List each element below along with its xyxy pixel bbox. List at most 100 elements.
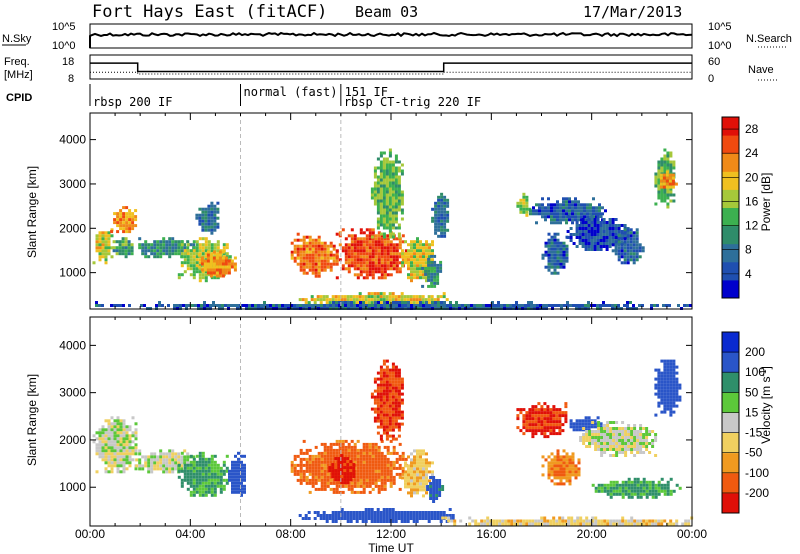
echo-region (591, 477, 682, 499)
velocity-colorbar-label-close: ] (759, 366, 773, 369)
freq-step-line (90, 62, 692, 73)
echo-region (421, 254, 443, 288)
echo-region (566, 215, 630, 251)
cpid-label: CPID (6, 92, 32, 104)
time-tick-label: 20:00 (577, 527, 607, 541)
power-ylabel: Slant Range [km] (25, 166, 39, 258)
freq-tick-bottom: 8 (68, 73, 74, 85)
y-tick-label: 4000 (59, 338, 86, 352)
colorbar-frame (721, 331, 740, 514)
y-tick-label: 1000 (59, 266, 86, 280)
colorbar-swatch (722, 207, 739, 227)
noise-left-label: N.Sky (2, 33, 32, 45)
velocity-colorbar-label-text: Velocity [m s (759, 377, 773, 444)
colorbar-swatch (722, 392, 739, 413)
noise-left-tick-top: 10^5 (52, 21, 76, 33)
colorbar-swatch (722, 412, 739, 433)
colorbar-swatch (722, 332, 739, 353)
echo-region (426, 476, 445, 503)
y-tick-label: 1000 (59, 480, 86, 494)
power-panel: 1000 2000 3000 4000 Slant Range [km] 4 8 12 16… (25, 112, 773, 310)
noise-right-tick-top: 10^5 (708, 21, 732, 33)
time-axis-label: Time UT (368, 541, 414, 554)
colorbar-swatch (722, 243, 739, 263)
echo-region (228, 451, 246, 497)
noise-right-tick-bottom: 10^0 (708, 40, 732, 52)
time-axis: 00:00 04:00 08:00 12:00 16:00 20:00 00:00 (75, 527, 707, 541)
velocity-ylabel: Slant Range [km] (25, 374, 39, 466)
freq-tick-top: 18 (62, 56, 74, 68)
colorbar-tick-label: -15 (745, 426, 763, 440)
colorbar-swatch (722, 372, 739, 393)
power-data-layer (92, 148, 692, 310)
echo-region (298, 508, 455, 523)
time-tick-label: 16:00 (476, 527, 506, 541)
echo-region (298, 292, 449, 308)
cpid-segment-label: rbsp CT-trig 220 IF (344, 95, 481, 109)
velocity-colorbar-label: Velocity [m s-1] (759, 366, 774, 444)
colorbar-tick-label: 28 (745, 122, 759, 136)
colorbar-tick-label: 100 (745, 365, 765, 379)
velocity-data-layer (92, 359, 694, 526)
station-title: Fort Hays East (fitACF) (92, 2, 327, 22)
freq-label-1: Freq. (4, 56, 30, 68)
colorbar-swatch (722, 135, 739, 154)
echo-region (654, 359, 682, 417)
colorbar-swatch (722, 171, 739, 190)
colorbar-swatch (722, 472, 739, 494)
y-tick-label: 3000 (59, 177, 86, 191)
colorbar-swatch (722, 279, 739, 299)
echo-region (112, 237, 134, 259)
echo-region (659, 170, 678, 189)
colorbar-swatch (722, 432, 739, 454)
velocity-colorbar-label-exp: -1 (759, 369, 768, 377)
colorbar-tick-label: 50 (745, 385, 759, 399)
nave-tick-top: 60 (708, 56, 720, 68)
velocity-colorbar: 200 100 50 15 -15 -50 -100 -200 (721, 331, 769, 514)
echo-region (541, 449, 581, 486)
echo-region (195, 201, 220, 235)
time-tick-label: 04:00 (175, 527, 205, 541)
echo-region (579, 421, 658, 457)
echo-region (431, 192, 450, 238)
colorbar-tick-label: 20 (745, 170, 759, 184)
colorbar-swatch (722, 189, 739, 208)
colorbar-swatch (722, 452, 739, 474)
echo-region (541, 232, 569, 275)
beam-label: Beam 03 (355, 3, 418, 21)
colorbar-tick-label: 8 (745, 243, 752, 257)
echo-region (92, 228, 114, 265)
colorbar-tick-label: -200 (745, 486, 769, 500)
colorbar-swatch (722, 225, 739, 245)
colorbar-swatch (722, 153, 739, 172)
cpid-segment-label: normal (fast) 151 IF (244, 85, 389, 99)
colorbar-tick-label: 12 (745, 219, 759, 233)
echo-region (197, 250, 237, 278)
echo-region (441, 516, 694, 526)
velocity-axes: 1000 2000 3000 4000 (59, 317, 693, 526)
y-tick-label: 2000 (59, 221, 86, 235)
colorbar-swatch (722, 261, 739, 281)
colorbar-swatch (722, 492, 739, 514)
freq-panel: Freq. [MHz] 18 8 60 0 Nave (4, 54, 778, 85)
nave-label: Nave (748, 64, 774, 76)
freq-label-2: [MHz] (4, 69, 33, 81)
nave-step-line (90, 71, 692, 75)
colorbar-tick-label: 15 (745, 405, 759, 419)
power-colorbar-label: Power [dB] (759, 173, 773, 232)
time-tick-label: 08:00 (276, 527, 306, 541)
y-tick-label: 3000 (59, 386, 86, 400)
colorbar-tick-label: 200 (745, 345, 765, 359)
time-tick-label: 00:00 (677, 527, 707, 541)
freq-panel-frame (89, 54, 693, 80)
echo-region (290, 232, 339, 278)
time-tick-label: 12:00 (376, 527, 406, 541)
date-label: 17/Mar/2013 (583, 3, 682, 21)
echo-region (401, 449, 434, 498)
velocity-panel: 1000 2000 3000 4000 Slant Range [km] 200 100… (25, 316, 774, 527)
noise-panel: N.Sky 10^5 10^0 10^5 10^0 N.Search (2, 21, 792, 52)
echo-region (328, 454, 356, 485)
echo-region (92, 416, 138, 474)
